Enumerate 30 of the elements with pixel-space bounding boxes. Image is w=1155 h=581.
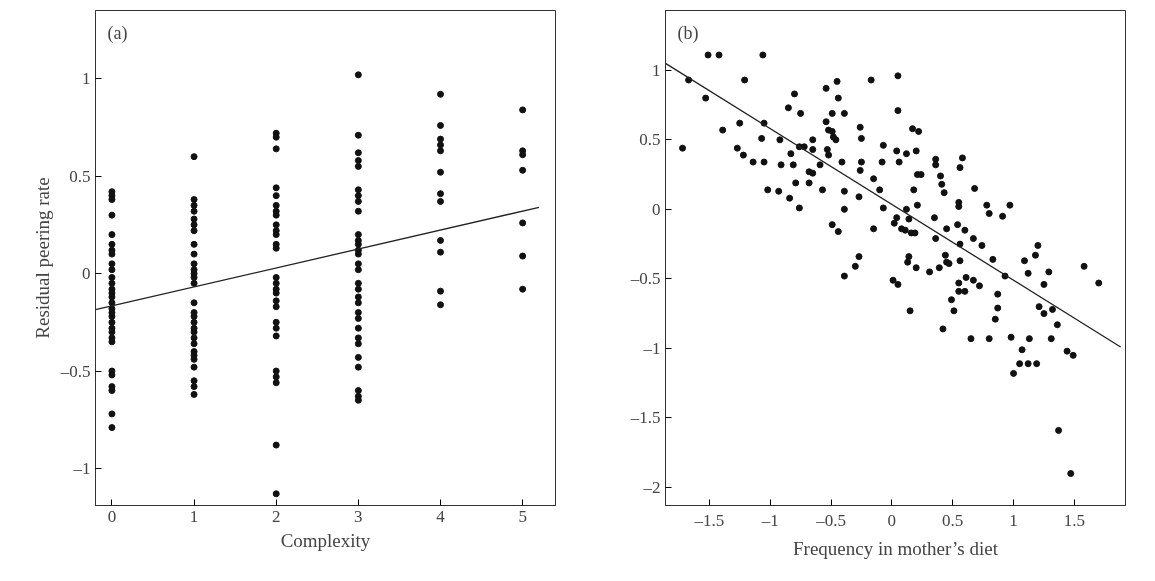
y-tick-label: –0.5 [59,361,91,381]
y-tick-label: –1.5 [629,408,661,428]
x-tick-label: 1.5 [1063,510,1086,530]
x-tick-label: 0.5 [942,510,964,530]
y-tick-label: 1 [82,69,91,89]
y-tick-label: 1 [652,60,661,80]
x-tick-label: 4 [436,506,446,526]
y-tick-label: –2 [642,477,661,497]
x-axis-title: Frequency in mother’s diet [793,537,999,559]
x-tick-label: –1.5 [693,510,725,530]
annotation: (b) [677,22,699,44]
y-tick-label: 0.5 [639,130,661,150]
y-tick-label: –0.5 [629,269,661,289]
x-tick-label: –1 [760,510,779,530]
x-tick-label: –0.5 [815,510,846,530]
x-tick-label: 2 [271,506,281,526]
x-tick-label: 0 [107,506,117,526]
y-tick-label: 0 [652,199,661,219]
y-axis-title: Residual peering rate [31,177,53,339]
x-tick-label: 0 [887,510,897,530]
x-axis-title: Complexity [280,529,371,551]
x-tick-label: 3 [354,506,363,526]
x-tick-label: 1 [189,506,199,526]
y-tick-label: 0 [82,264,91,284]
y-tick-label: 0.5 [69,166,91,186]
x-tick-label: 1 [1009,510,1018,530]
y-tick-label: –1 [72,458,91,478]
x-tick-label: 5 [518,506,527,526]
y-tick-label: –1 [642,338,661,358]
annotation: (a) [107,22,128,44]
